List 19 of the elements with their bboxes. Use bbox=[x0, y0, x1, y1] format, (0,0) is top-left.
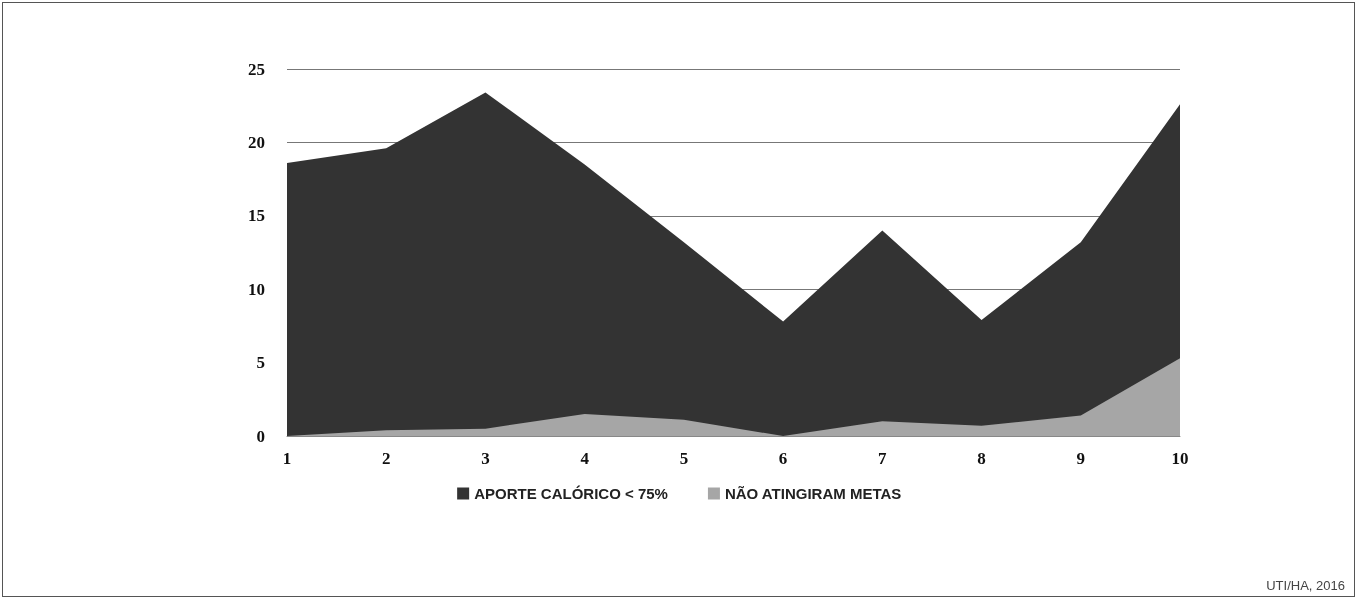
y-tick-label: 10 bbox=[248, 279, 265, 299]
x-tick-label: 8 bbox=[977, 449, 986, 468]
y-tick-label: 0 bbox=[256, 426, 265, 446]
x-tick-label: 1 bbox=[282, 449, 292, 468]
x-tick-label: 7 bbox=[878, 449, 888, 468]
x-tick-label: 10 bbox=[1171, 449, 1189, 468]
x-tick-label: 2 bbox=[381, 449, 391, 468]
legend-label: APORTE CALÓRICO < 75% bbox=[474, 485, 668, 502]
y-tick-label: 25 bbox=[248, 59, 265, 79]
legend-label: NÃO ATINGIRAM METAS bbox=[724, 485, 902, 502]
x-tick-label: 4 bbox=[580, 449, 590, 468]
text: UTI/HA, 2016 bbox=[1266, 578, 1345, 593]
x-tick-label: 5 bbox=[679, 449, 689, 468]
y-tick-label: 20 bbox=[248, 132, 265, 152]
x-tick-label: 3 bbox=[481, 449, 490, 468]
y-tick-label: 5 bbox=[256, 353, 265, 373]
y-tick-label: 15 bbox=[248, 206, 265, 226]
x-tick-label: 6 bbox=[778, 449, 788, 468]
x-tick-label: 9 bbox=[1076, 449, 1086, 468]
